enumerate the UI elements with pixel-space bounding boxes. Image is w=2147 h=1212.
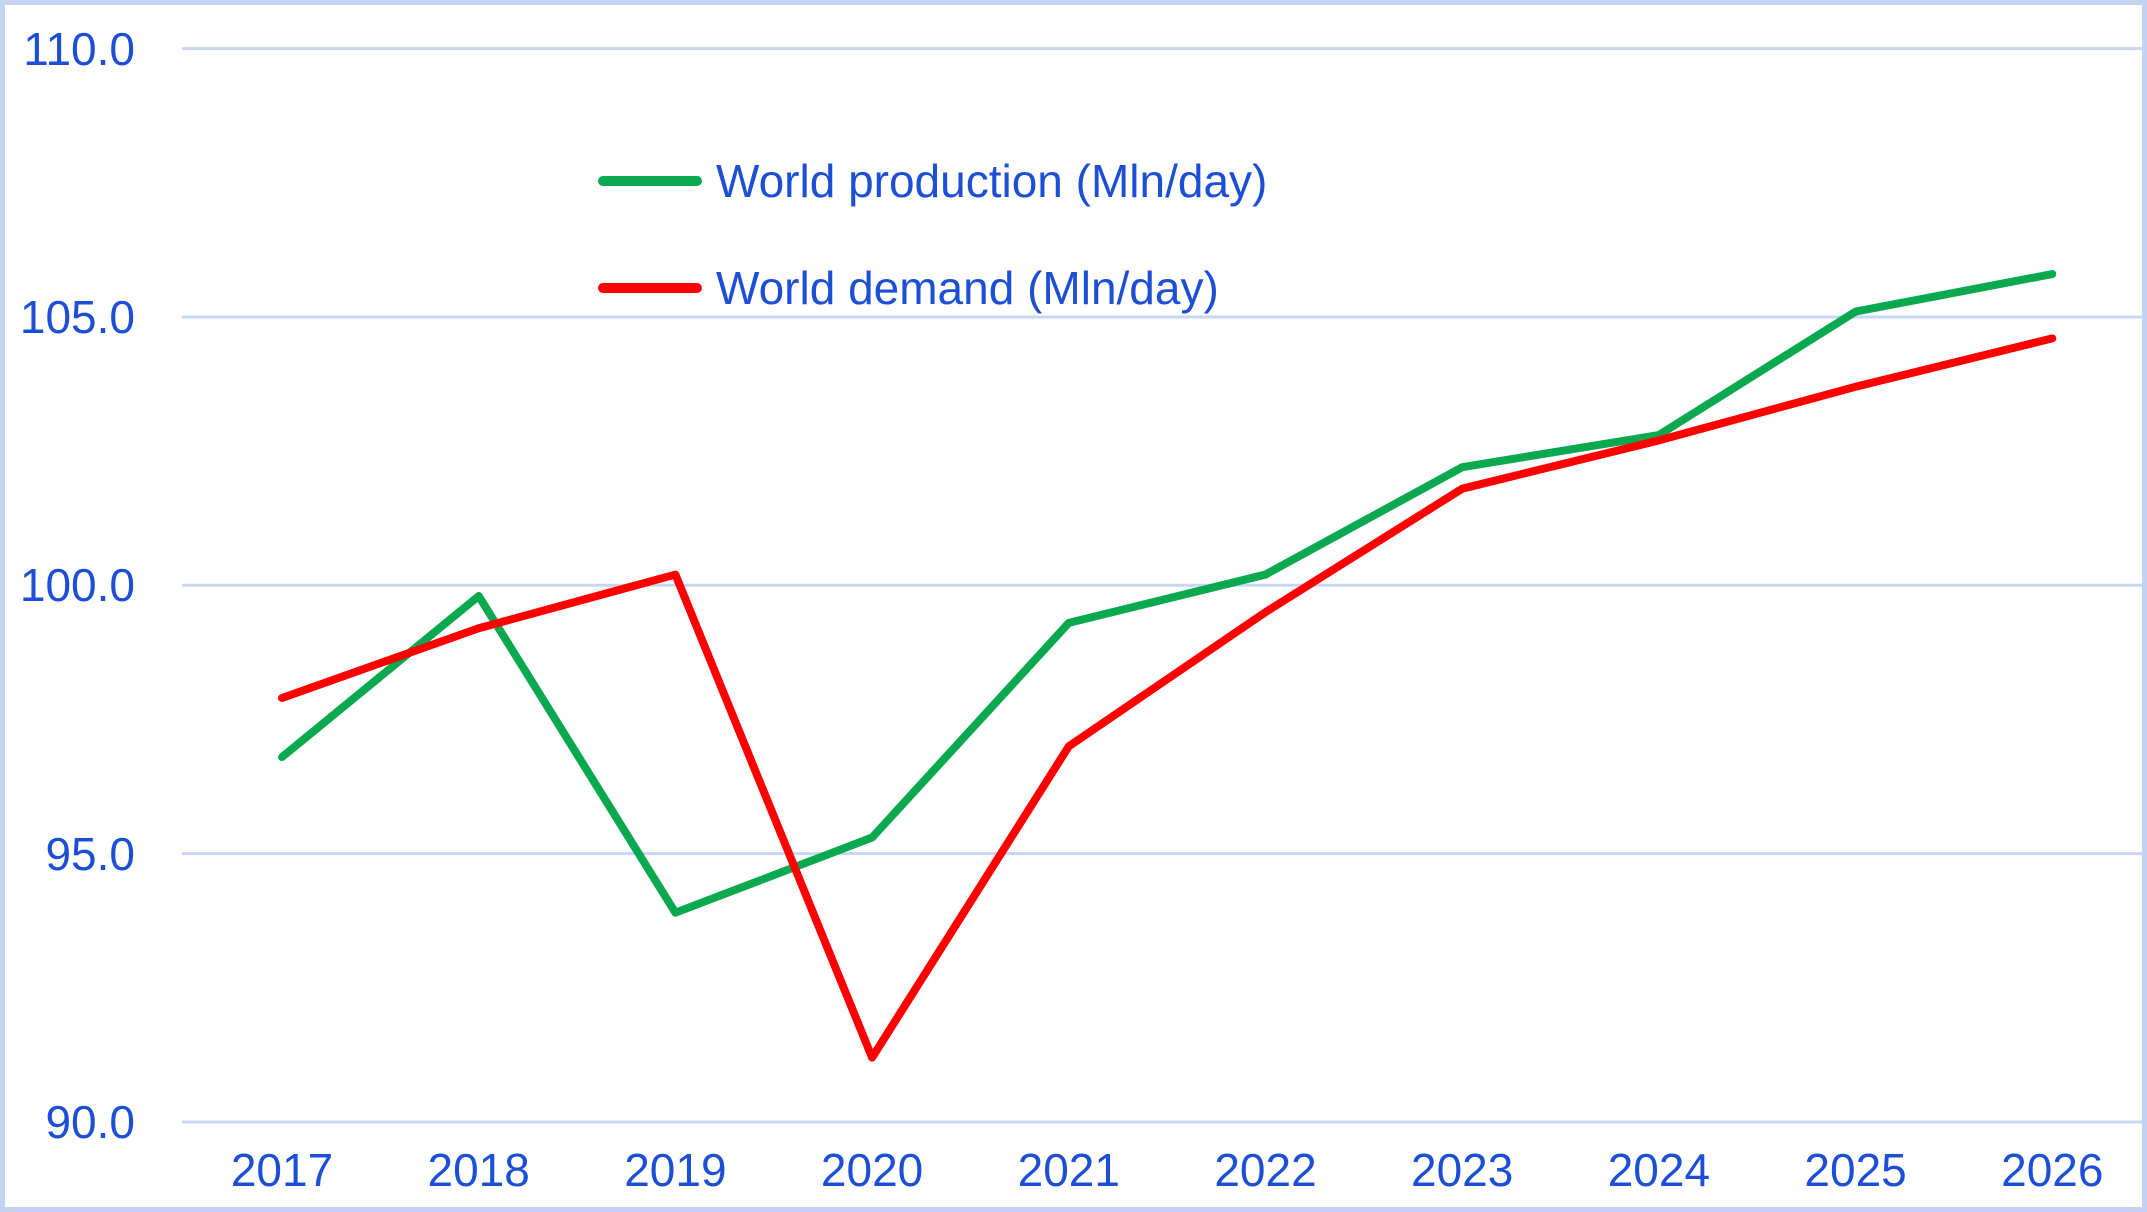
x-axis-tick-label-2024: 2024 xyxy=(1607,1144,1711,1196)
x-axis-tick-label-2025: 2025 xyxy=(1804,1144,1907,1196)
legend-label-demand: World demand (Mln/day) xyxy=(716,262,1219,314)
y-axis-tick-label-110: 110.0 xyxy=(23,22,135,75)
x-axis-tick-label-2026: 2026 xyxy=(2001,1144,2104,1196)
demand-series-swatch-icon xyxy=(598,283,702,293)
production-series-line xyxy=(278,270,2057,917)
y-axis-tick-label-105: 105.0 xyxy=(19,290,135,343)
production-series-swatch-icon xyxy=(598,176,702,186)
legend-item-production: World production (Mln/day) xyxy=(598,155,1267,207)
plot-area xyxy=(182,47,2142,1124)
x-axis-tick-label-2021: 2021 xyxy=(1017,1144,1120,1196)
legend: World production (Mln/day) World demand … xyxy=(598,155,1267,369)
legend-item-demand: World demand (Mln/day) xyxy=(598,262,1267,314)
x-axis-tick-label-2022: 2022 xyxy=(1214,1144,1317,1196)
legend-label-production: World production (Mln/day) xyxy=(716,155,1268,207)
demand-series-line xyxy=(278,334,2057,1062)
x-axis-tick-label-2017: 2017 xyxy=(230,1144,334,1196)
x-axis-tick-label-2023: 2023 xyxy=(1411,1144,1514,1196)
y-axis-tick-label-90: 90.0 xyxy=(45,1096,135,1148)
y-axis-tick-label-100: 100.0 xyxy=(19,559,135,612)
x-axis-tick-label-2020: 2020 xyxy=(820,1144,924,1196)
x-axis-tick-label-2019: 2019 xyxy=(624,1144,727,1196)
y-axis-tick-label-95: 95.0 xyxy=(45,827,135,880)
x-axis-tick-label-2018: 2018 xyxy=(427,1144,530,1196)
